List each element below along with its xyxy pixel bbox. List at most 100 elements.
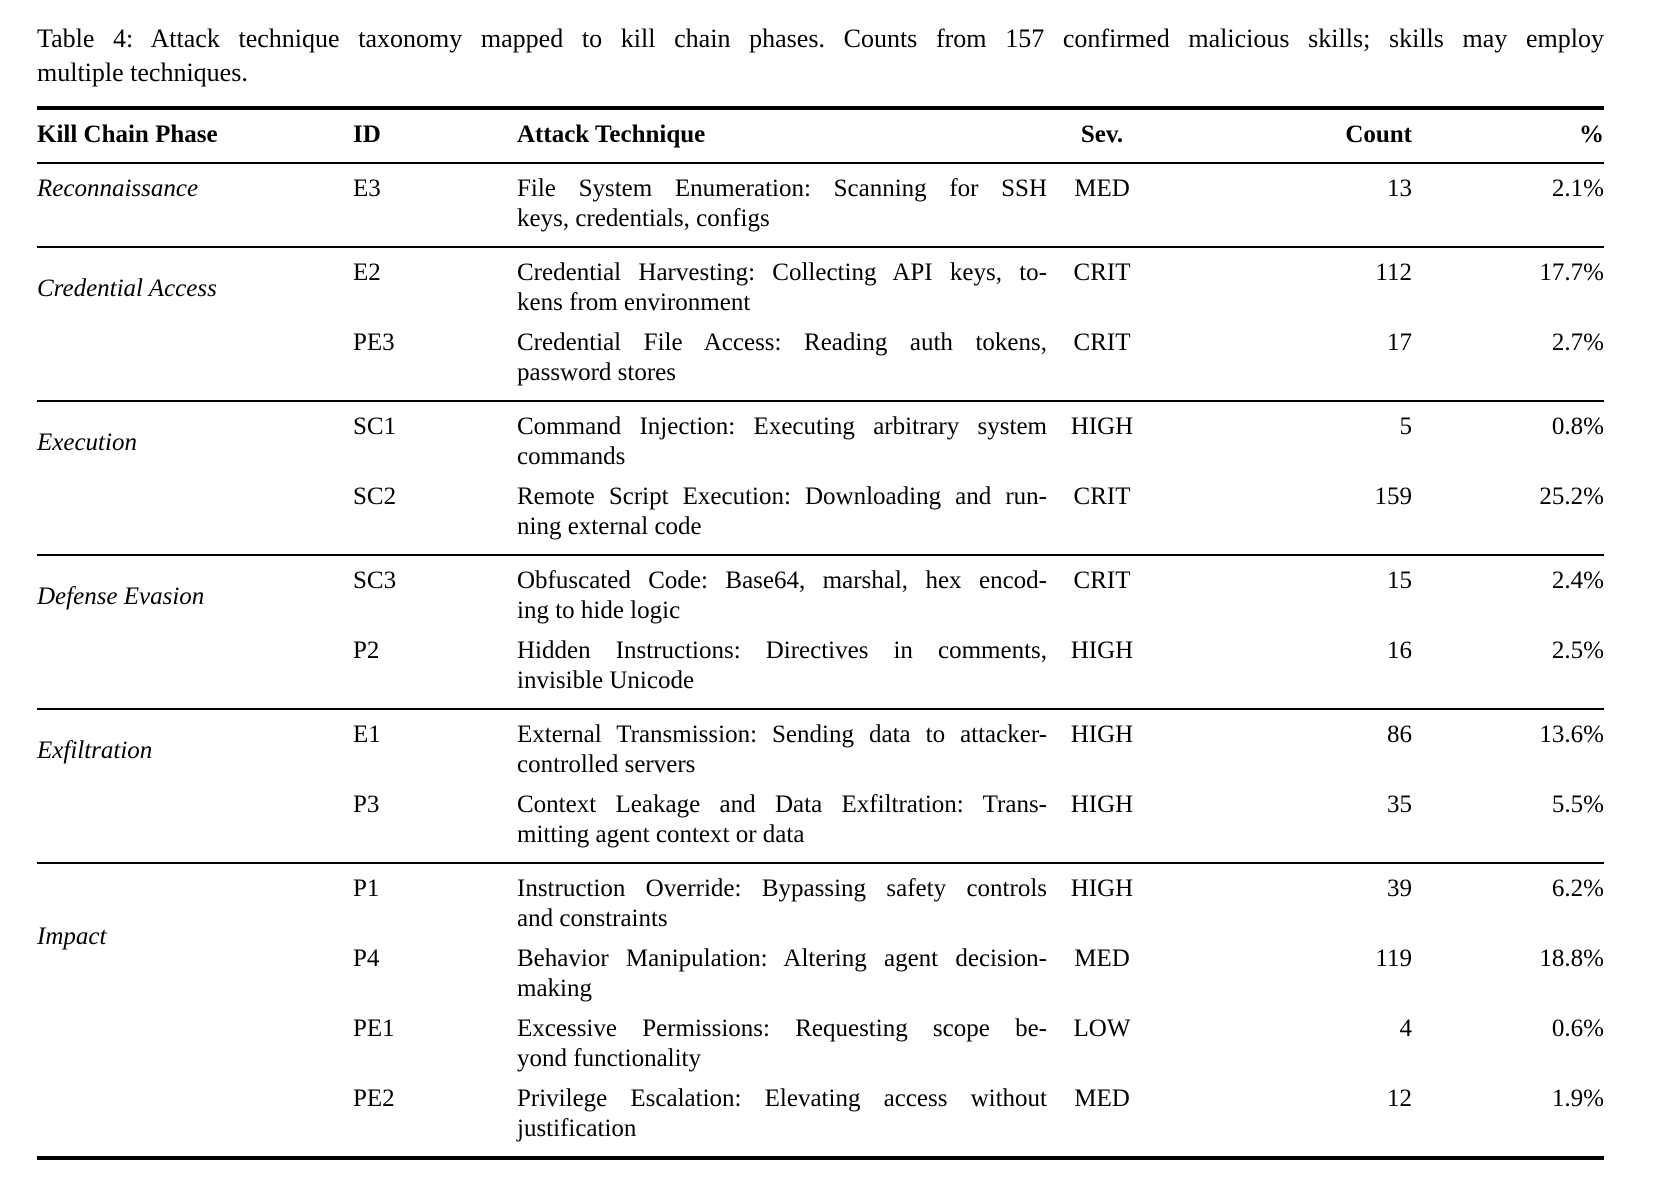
severity-cell: LOW xyxy=(1073,1015,1131,1042)
table-row: Exfiltration E1 External Transmission: S… xyxy=(37,709,1604,780)
severity-cell: HIGH xyxy=(1070,791,1134,818)
technique-cell: Instruction Override: Bypassing safety c… xyxy=(517,863,1047,934)
header-row: Kill Chain Phase ID Attack Technique Sev… xyxy=(37,108,1604,163)
id-cell: E1 xyxy=(353,721,381,748)
severity-cell: CRIT xyxy=(1073,483,1131,510)
technique-line: justification xyxy=(517,1115,637,1142)
id-cell: PE1 xyxy=(353,1015,395,1042)
technique-cell: Obfuscated Code: Base64, marshal, hex en… xyxy=(517,555,1047,626)
table-row: P2 Hidden Instructions: Directives in co… xyxy=(37,626,1604,709)
technique-line: ning external code xyxy=(517,513,702,540)
percent-cell: 0.6% xyxy=(1551,1015,1604,1042)
percent-cell: 2.5% xyxy=(1551,637,1604,664)
severity-cell: CRIT xyxy=(1073,259,1131,286)
technique-line: making xyxy=(517,975,592,1002)
count-cell: 17 xyxy=(1387,329,1412,356)
count-cell: 35 xyxy=(1387,791,1412,818)
table-row: Impact P1 Instruction Override: Bypassin… xyxy=(37,863,1604,950)
technique-line: Obfuscated Code: Base64, marshal, hex en… xyxy=(517,567,1047,594)
column-header-id: ID xyxy=(353,121,381,148)
id-cell: P1 xyxy=(353,875,380,902)
technique-cell: Credential File Access: Reading auth tok… xyxy=(517,318,1047,401)
severity-cell: HIGH xyxy=(1070,413,1134,440)
severity-cell: HIGH xyxy=(1070,875,1134,902)
count-cell: 15 xyxy=(1387,567,1412,594)
id-cell: P3 xyxy=(353,791,380,818)
id-cell: PE2 xyxy=(353,1085,395,1112)
phase-cell: Impact xyxy=(37,923,107,950)
percent-cell: 0.8% xyxy=(1551,413,1604,440)
table-row: Reconnaissance E3 File System Enumeratio… xyxy=(37,163,1604,247)
phase-group-credential-access: Credential Access E2 Credential Harvesti… xyxy=(37,247,1604,401)
id-cell: P2 xyxy=(353,637,380,664)
percent-cell: 18.8% xyxy=(1539,945,1604,972)
technique-line: commands xyxy=(517,443,626,470)
count-cell: 5 xyxy=(1399,413,1413,440)
percent-cell: 6.2% xyxy=(1551,875,1604,902)
percent-cell: 2.4% xyxy=(1551,567,1604,594)
id-cell: PE3 xyxy=(353,329,395,356)
table-row: SC2 Remote Script Execution: Downloading… xyxy=(37,472,1604,555)
technique-line: Behavior Manipulation: Altering agent de… xyxy=(517,945,1047,972)
phase-cell: Credential Access xyxy=(37,275,217,302)
phase-cell: Reconnaissance xyxy=(37,175,199,202)
count-cell: 39 xyxy=(1387,875,1412,902)
severity-cell: CRIT xyxy=(1073,567,1131,594)
id-cell: SC3 xyxy=(353,567,397,594)
percent-cell: 13.6% xyxy=(1539,721,1604,748)
percent-cell: 25.2% xyxy=(1539,483,1604,510)
severity-cell: MED xyxy=(1074,175,1130,202)
technique-line: yond functionality xyxy=(517,1045,701,1072)
count-cell: 16 xyxy=(1387,637,1412,664)
table-row: Execution SC1 Command Injection: Executi… xyxy=(37,401,1604,472)
count-cell: 12 xyxy=(1387,1085,1412,1112)
percent-cell: 1.9% xyxy=(1551,1085,1604,1112)
table-row: Defense Evasion SC3 Obfuscated Code: Bas… xyxy=(37,555,1604,626)
percent-cell: 17.7% xyxy=(1539,259,1604,286)
technique-line: invisible Unicode xyxy=(517,667,695,694)
phase-group-reconnaissance: Reconnaissance E3 File System Enumeratio… xyxy=(37,163,1604,247)
phase-group-execution: Execution SC1 Command Injection: Executi… xyxy=(37,401,1604,555)
technique-line: and constraints xyxy=(517,905,668,932)
phase-group-defense-evasion: Defense Evasion SC3 Obfuscated Code: Bas… xyxy=(37,555,1604,709)
column-header-technique: Attack Technique xyxy=(517,121,706,148)
id-cell: E2 xyxy=(353,259,381,286)
technique-cell: Remote Script Execution: Downloading and… xyxy=(517,472,1047,555)
severity-cell: MED xyxy=(1074,1085,1130,1112)
technique-line: Hidden Instructions: Directives in comme… xyxy=(517,637,1047,664)
percent-cell: 2.7% xyxy=(1551,329,1604,356)
phase-cell: Execution xyxy=(37,429,137,456)
column-header-percent: % xyxy=(1579,121,1604,148)
table-row: PE1 Excessive Permissions: Requesting sc… xyxy=(37,1004,1604,1074)
technique-line: Context Leakage and Data Exfiltration: T… xyxy=(517,791,1047,818)
technique-cell: Excessive Permissions: Requesting scope … xyxy=(517,1004,1047,1074)
percent-cell: 5.5% xyxy=(1551,791,1604,818)
technique-line: File System Enumeration: Scanning for SS… xyxy=(517,175,1047,202)
column-header-phase: Kill Chain Phase xyxy=(37,121,218,148)
id-cell: P4 xyxy=(353,945,380,972)
count-cell: 159 xyxy=(1374,483,1413,510)
technique-line: Instruction Override: Bypassing safety c… xyxy=(517,875,1047,902)
column-header-count: Count xyxy=(1345,121,1412,148)
table-row: P3 Context Leakage and Data Exfiltration… xyxy=(37,780,1604,863)
severity-cell: HIGH xyxy=(1070,721,1134,748)
count-cell: 86 xyxy=(1387,721,1412,748)
phase-group-impact: Impact P1 Instruction Override: Bypassin… xyxy=(37,863,1604,1158)
technique-line: Credential File Access: Reading auth tok… xyxy=(517,329,1047,356)
id-cell: E3 xyxy=(353,175,381,202)
severity-cell: MED xyxy=(1074,945,1130,972)
technique-cell: Command Injection: Executing arbitrary s… xyxy=(517,401,1047,472)
technique-cell: Privilege Escalation: Elevating access w… xyxy=(517,1074,1047,1158)
technique-cell: Behavior Manipulation: Altering agent de… xyxy=(517,934,1047,1004)
table-caption-line: Table 4: Attack technique taxonomy mappe… xyxy=(37,24,1604,53)
technique-line: Credential Harvesting: Collecting API ke… xyxy=(517,259,1047,286)
technique-cell: File System Enumeration: Scanning for SS… xyxy=(517,163,1047,247)
severity-cell: CRIT xyxy=(1073,329,1131,356)
phase-cell: Defense Evasion xyxy=(37,583,205,610)
technique-line: External Transmission: Sending data to a… xyxy=(517,721,1047,748)
technique-line: controlled servers xyxy=(517,751,696,778)
table-caption: Table 4: Attack technique taxonomy mappe… xyxy=(37,22,1604,90)
count-cell: 4 xyxy=(1399,1015,1413,1042)
technique-line: Command Injection: Executing arbitrary s… xyxy=(517,413,1047,440)
technique-line: Excessive Permissions: Requesting scope … xyxy=(517,1015,1047,1042)
